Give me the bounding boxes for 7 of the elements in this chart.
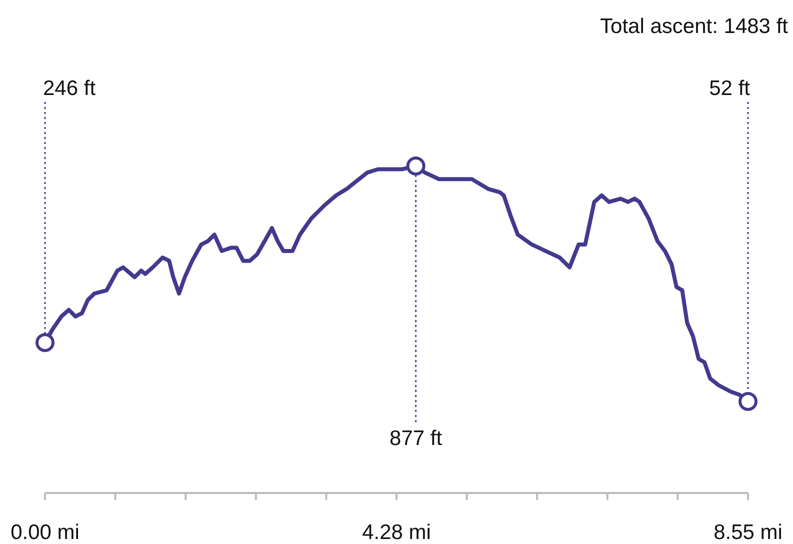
annotation: 877 ft	[390, 427, 442, 450]
x-tick-label: 0.00 mi	[10, 520, 80, 544]
text: 246 ft	[43, 77, 96, 100]
x-tick-label: 8.55 mi	[714, 520, 782, 544]
text: 52 ft	[709, 77, 750, 100]
chart-title: Total ascent: 1483 ft	[600, 15, 788, 38]
x-tick-label: 4.28 mi	[362, 520, 431, 544]
